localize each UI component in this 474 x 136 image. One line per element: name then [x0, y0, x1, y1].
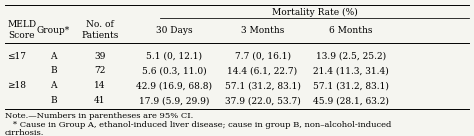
Text: A: A [50, 81, 57, 90]
Text: 41: 41 [94, 96, 106, 105]
Text: 42.9 (16.9, 68.8): 42.9 (16.9, 68.8) [137, 81, 212, 90]
Text: A: A [50, 52, 57, 61]
Text: * Cause in Group A, ethanol-induced liver disease; cause in group B, non–alcohol: * Cause in Group A, ethanol-induced live… [5, 121, 391, 129]
Text: No. of
Patients: No. of Patients [81, 20, 118, 40]
Text: 17.9 (5.9, 29.9): 17.9 (5.9, 29.9) [139, 96, 210, 105]
Text: 3 Months: 3 Months [241, 26, 284, 35]
Text: 5.6 (0.3, 11.0): 5.6 (0.3, 11.0) [142, 66, 207, 75]
Text: Mortality Rate (%): Mortality Rate (%) [272, 8, 358, 17]
Text: ≤17: ≤17 [7, 52, 26, 61]
Text: 7.7 (0, 16.1): 7.7 (0, 16.1) [235, 52, 291, 61]
Text: 6 Months: 6 Months [329, 26, 373, 35]
Text: 57.1 (31.2, 83.1): 57.1 (31.2, 83.1) [225, 81, 301, 90]
Text: MELD
Score: MELD Score [7, 20, 36, 40]
Text: B: B [50, 66, 57, 75]
Text: 72: 72 [94, 66, 106, 75]
Text: ≥18: ≥18 [7, 81, 26, 90]
Text: 13.9 (2.5, 25.2): 13.9 (2.5, 25.2) [316, 52, 386, 61]
Text: cirrhosis.: cirrhosis. [5, 129, 44, 136]
Text: 39: 39 [94, 52, 106, 61]
Text: 5.1 (0, 12.1): 5.1 (0, 12.1) [146, 52, 202, 61]
Text: B: B [50, 96, 57, 105]
Text: 21.4 (11.3, 31.4): 21.4 (11.3, 31.4) [313, 66, 389, 75]
Text: 30 Days: 30 Days [156, 26, 192, 35]
Text: Group*: Group* [37, 26, 70, 35]
Text: 14: 14 [94, 81, 106, 90]
Text: 57.1 (31.2, 83.1): 57.1 (31.2, 83.1) [313, 81, 389, 90]
Text: 45.9 (28.1, 63.2): 45.9 (28.1, 63.2) [313, 96, 389, 105]
Text: 37.9 (22.0, 53.7): 37.9 (22.0, 53.7) [225, 96, 301, 105]
Text: Note.—Numbers in parentheses are 95% CI.: Note.—Numbers in parentheses are 95% CI. [5, 112, 193, 120]
Text: 14.4 (6.1, 22.7): 14.4 (6.1, 22.7) [228, 66, 298, 75]
